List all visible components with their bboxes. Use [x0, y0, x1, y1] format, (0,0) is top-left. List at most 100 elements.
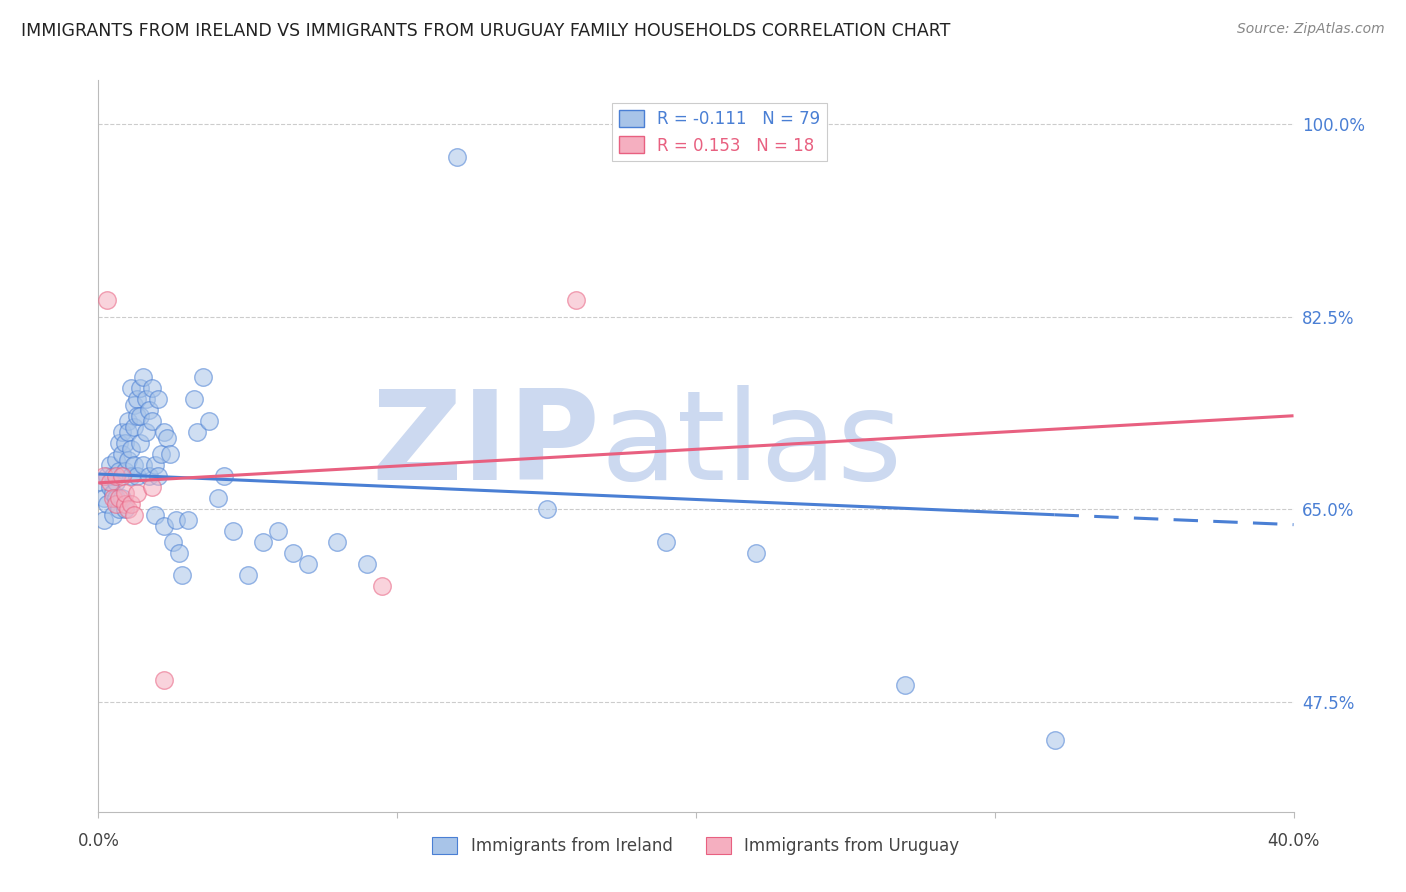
Point: [96, 293, 118, 308]
Legend: Immigrants from Ireland, Immigrants from Uruguay: Immigrants from Ireland, Immigrants from…: [426, 830, 966, 862]
Point: [124, 458, 146, 473]
Point: [114, 485, 136, 500]
Point: [124, 508, 146, 522]
Point: [98, 480, 122, 494]
Point: [141, 480, 163, 494]
Point: [894, 678, 917, 692]
Point: [117, 502, 139, 516]
Point: [150, 447, 173, 461]
Point: [127, 392, 149, 407]
Point: [103, 485, 125, 500]
Point: [96, 469, 118, 483]
Point: [120, 497, 142, 511]
Point: [267, 524, 290, 539]
Point: [93, 469, 115, 483]
Point: [111, 447, 134, 461]
Point: [141, 381, 163, 395]
Point: [148, 469, 170, 483]
Point: [90, 475, 112, 489]
Text: ZIP: ZIP: [371, 385, 600, 507]
Point: [114, 436, 136, 450]
Point: [207, 491, 229, 506]
Point: [111, 469, 134, 483]
Point: [103, 469, 125, 483]
Point: [132, 458, 155, 473]
Point: [114, 497, 136, 511]
Point: [127, 409, 149, 423]
Point: [186, 425, 208, 440]
Point: [153, 425, 176, 440]
Point: [143, 508, 166, 522]
Point: [96, 497, 118, 511]
Point: [129, 409, 152, 423]
Point: [98, 475, 122, 489]
Point: [127, 469, 149, 483]
Point: [356, 558, 378, 572]
Point: [141, 414, 163, 428]
Point: [120, 469, 142, 483]
Point: [153, 518, 176, 533]
Point: [297, 558, 319, 572]
Point: [114, 502, 136, 516]
Text: atlas: atlas: [600, 385, 903, 507]
Point: [103, 508, 125, 522]
Point: [117, 425, 139, 440]
Point: [132, 370, 155, 384]
Point: [183, 392, 205, 407]
Point: [172, 568, 194, 582]
Point: [108, 502, 131, 516]
Point: [252, 535, 274, 549]
Point: [129, 436, 152, 450]
Point: [105, 469, 128, 483]
Point: [536, 502, 558, 516]
Point: [162, 535, 184, 549]
Point: [143, 458, 166, 473]
Point: [98, 458, 122, 473]
Point: [745, 546, 768, 560]
Point: [153, 673, 176, 687]
Point: [198, 414, 221, 428]
Point: [127, 485, 149, 500]
Point: [222, 524, 245, 539]
Point: [117, 414, 139, 428]
Text: 40.0%: 40.0%: [1267, 831, 1320, 849]
Point: [108, 436, 131, 450]
Point: [138, 469, 160, 483]
Point: [138, 403, 160, 417]
Point: [326, 535, 349, 549]
Point: [93, 513, 115, 527]
Point: [114, 464, 136, 478]
Point: [105, 452, 128, 467]
Point: [236, 568, 259, 582]
Point: [156, 431, 179, 445]
Point: [135, 425, 157, 440]
Point: [159, 447, 181, 461]
Point: [120, 442, 142, 456]
Point: [93, 491, 115, 506]
Point: [446, 150, 468, 164]
Text: IMMIGRANTS FROM IRELAND VS IMMIGRANTS FROM URUGUAY FAMILY HOUSEHOLDS CORRELATION: IMMIGRANTS FROM IRELAND VS IMMIGRANTS FR…: [21, 22, 950, 40]
Point: [281, 546, 304, 560]
Point: [103, 491, 125, 506]
Point: [148, 392, 170, 407]
Point: [129, 381, 152, 395]
Point: [655, 535, 678, 549]
Point: [105, 497, 128, 511]
Point: [177, 513, 200, 527]
Point: [111, 491, 134, 506]
Point: [1043, 733, 1066, 747]
Point: [167, 546, 190, 560]
Point: [565, 293, 588, 308]
Point: [105, 475, 128, 489]
Point: [212, 469, 235, 483]
Point: [108, 464, 131, 478]
Point: [124, 419, 146, 434]
Point: [108, 491, 131, 506]
Text: Source: ZipAtlas.com: Source: ZipAtlas.com: [1237, 22, 1385, 37]
Point: [111, 425, 134, 440]
Point: [191, 370, 214, 384]
Text: 0.0%: 0.0%: [77, 831, 120, 849]
Point: [124, 398, 146, 412]
Point: [120, 381, 142, 395]
Point: [105, 491, 128, 506]
